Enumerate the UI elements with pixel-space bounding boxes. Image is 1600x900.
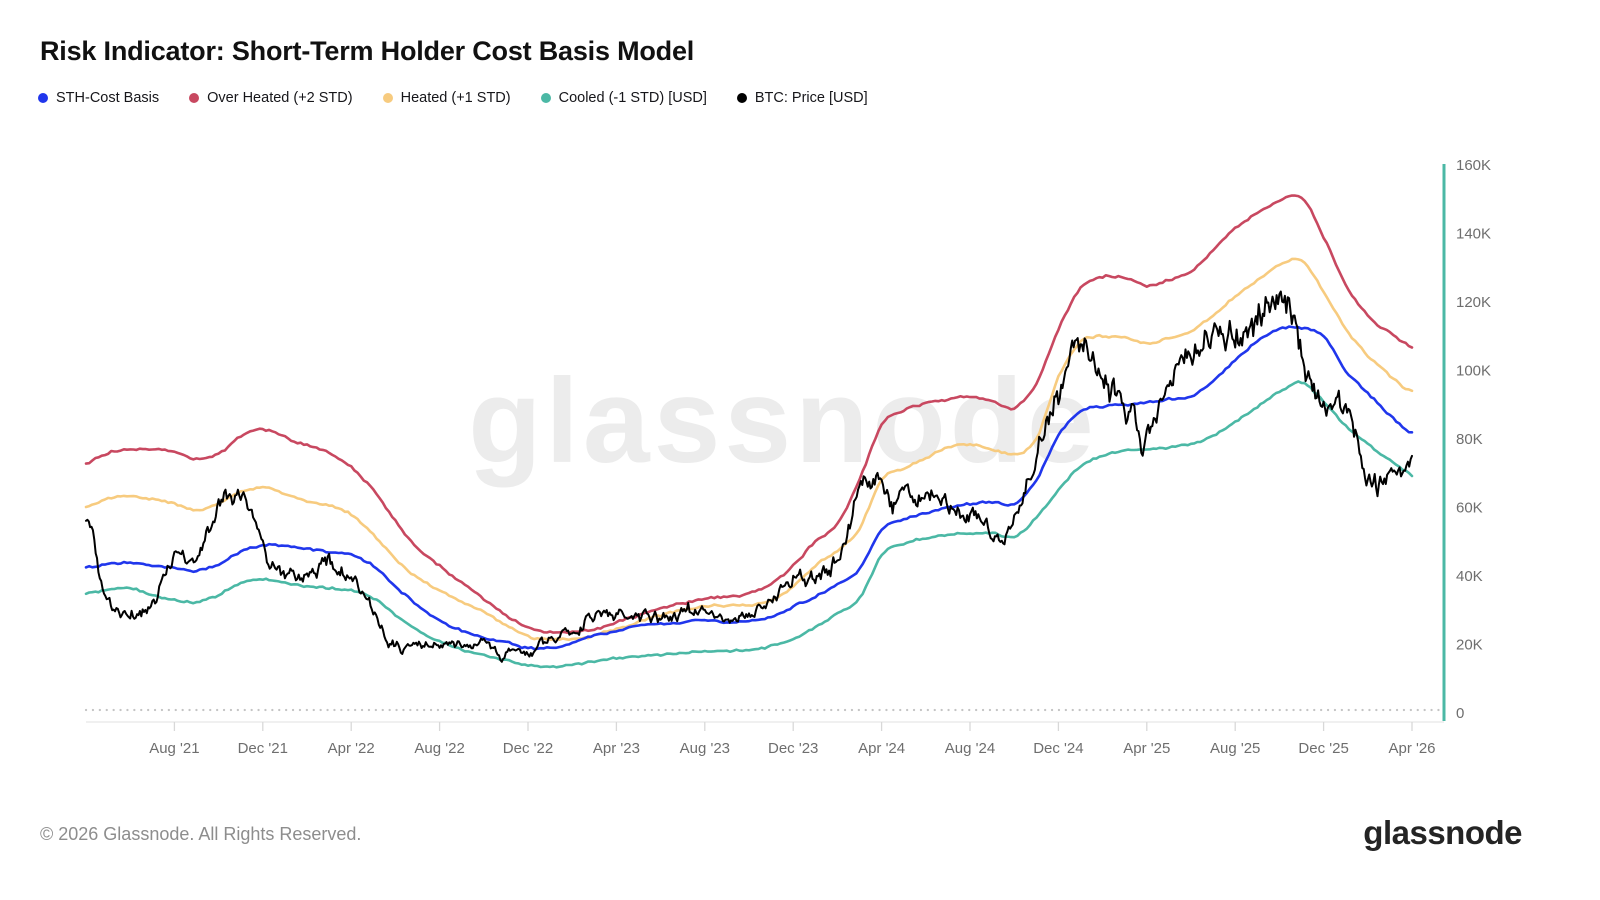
x-tick-label: Apr '25 [1123, 740, 1170, 757]
x-tick-label: Dec '23 [768, 740, 818, 757]
legend-item-sth-cost-basis[interactable]: STH-Cost Basis [38, 90, 159, 106]
y-tick-label: 20K [1456, 637, 1483, 654]
x-tick-label: Apr '23 [593, 740, 640, 757]
series-path-btc-price-usd [85, 290, 1413, 663]
legend-item-btc-price[interactable]: BTC: Price [USD] [736, 90, 868, 106]
legend-label: Heated (+1 STD) [400, 90, 511, 106]
x-tick-label: Aug '21 [149, 740, 199, 757]
x-tick-label: Apr '24 [858, 740, 905, 757]
legend-label: Cooled (-1 STD) [USD] [558, 90, 707, 106]
x-tick-label: Aug '23 [680, 740, 730, 757]
legend-label: BTC: Price [USD] [754, 90, 868, 106]
y-tick-label: 120K [1456, 294, 1491, 311]
series-path-cooled-1-std-usd [84, 380, 1414, 669]
series-path-over-heated-2-std [84, 194, 1414, 635]
legend-item-cooled[interactable]: Cooled (-1 STD) [USD] [540, 90, 707, 106]
y-tick-label: 80K [1456, 431, 1483, 448]
legend-label: Over Heated (+2 STD) [207, 90, 353, 106]
legend-dot-icon [736, 93, 747, 103]
legend-dot-icon [189, 93, 200, 103]
y-tick-label: 100K [1456, 363, 1491, 380]
y-tick-label: 140K [1456, 226, 1491, 243]
legend-dot-icon [540, 93, 551, 103]
y-tick-label: 0 [1456, 705, 1464, 722]
footer-copyright: © 2026 Glassnode. All Rights Reserved. [40, 824, 362, 844]
x-tick-label: Aug '25 [1210, 740, 1260, 757]
y-tick-label: 60K [1456, 500, 1483, 517]
x-tick-label: Dec '21 [238, 740, 288, 757]
y-tick-label: 160K [1456, 157, 1491, 174]
series-path-sth-cost-basis [84, 325, 1414, 651]
legend-dot-icon [38, 93, 48, 103]
y-axis-labels: 0 20K 40K 60K 80K 100K 120K 140K 160K [1456, 157, 1491, 722]
series-path-heated-1-std [84, 257, 1414, 642]
legend-item-over-heated[interactable]: Over Heated (+2 STD) [189, 90, 353, 106]
x-tick-label: Dec '24 [1033, 740, 1083, 757]
x-axis-labels: Aug '21 Dec '21 Apr '22 Aug '22 Dec '22 Apr '… [149, 722, 1436, 757]
legend-item-heated[interactable]: Heated (+1 STD) [382, 90, 511, 106]
x-tick-label: Dec '25 [1298, 740, 1348, 757]
watermark-text: glassnode [468, 354, 1098, 488]
legend-dot-icon [382, 93, 393, 103]
x-tick-label: Dec '22 [503, 740, 553, 757]
page-title: Risk Indicator: Short-Term Holder Cost B… [40, 36, 695, 66]
x-tick-label: Apr '22 [328, 740, 375, 757]
x-tick-label: Apr '26 [1388, 740, 1435, 757]
x-tick-label: Aug '22 [414, 740, 464, 757]
chart-legend: STH-Cost Basis Over Heated (+2 STD) Heat… [38, 90, 868, 106]
legend-label: STH-Cost Basis [56, 90, 160, 106]
y-tick-label: 40K [1456, 568, 1483, 585]
glassnode-logo: glassnode [1363, 814, 1522, 851]
x-tick-label: Aug '24 [945, 740, 995, 757]
